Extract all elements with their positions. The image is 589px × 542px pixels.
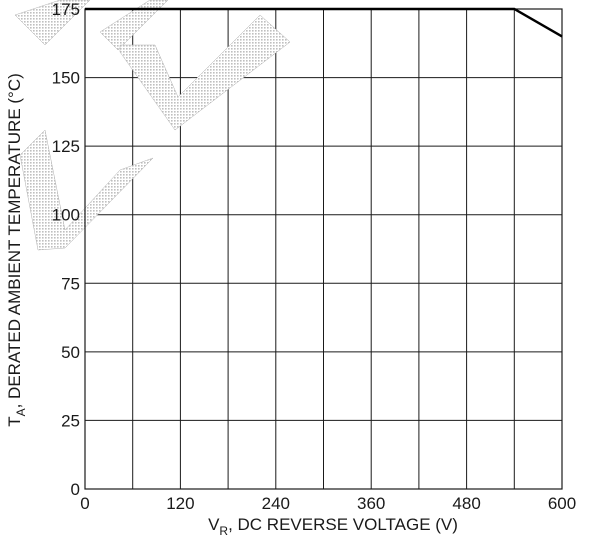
x-axis-title-sub: R [219, 524, 228, 538]
x-tick-label: 480 [452, 494, 480, 513]
y-axis-title-sub: A [14, 408, 28, 416]
x-tick-label: 600 [548, 494, 576, 513]
y-axis-title: TA, DERATED AMBIENT TEMPERATURE (°C) [5, 73, 28, 427]
y-tick-label: 50 [61, 343, 80, 362]
y-tick-label: 75 [61, 274, 80, 293]
y-tick-label: 100 [52, 206, 80, 225]
x-tick-label: 240 [262, 494, 290, 513]
y-tick-label: 125 [52, 137, 80, 156]
x-axis-title-main: V [208, 515, 220, 534]
y-tick-label: 150 [52, 69, 80, 88]
y-axis-title-rest: , DERATED AMBIENT TEMPERATURE (°C) [5, 73, 24, 408]
y-tick-label: 25 [61, 411, 80, 430]
tick-labels: 0 120 240 360 480 600 0 25 50 75 100 125 150 175 [52, 0, 577, 513]
x-tick-label: 0 [80, 494, 89, 513]
x-axis-title-rest: , DC REVERSE VOLTAGE (V) [228, 515, 458, 534]
x-tick-label: 120 [166, 494, 194, 513]
y-axis-title-main: T [5, 416, 24, 426]
y-tick-label: 175 [52, 0, 80, 19]
x-axis-title: VR, DC REVERSE VOLTAGE (V) [208, 515, 458, 538]
x-tick-label: 360 [357, 494, 385, 513]
watermark-logo [14, 0, 291, 251]
series-layer [84, 7, 563, 38]
y-tick-label: 0 [71, 480, 80, 499]
